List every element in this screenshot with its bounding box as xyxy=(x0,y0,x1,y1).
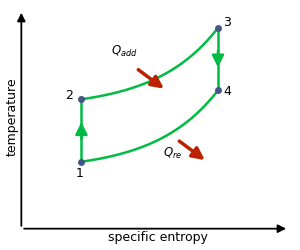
Text: $Q_{add}$: $Q_{add}$ xyxy=(112,44,138,59)
Text: 4: 4 xyxy=(224,85,231,98)
Text: 3: 3 xyxy=(224,16,231,29)
Text: 1: 1 xyxy=(76,167,84,180)
Text: 2: 2 xyxy=(65,89,73,102)
Text: $Q_{re}$: $Q_{re}$ xyxy=(164,146,183,161)
X-axis label: specific entropy: specific entropy xyxy=(108,232,208,244)
Y-axis label: temperature: temperature xyxy=(6,78,19,156)
